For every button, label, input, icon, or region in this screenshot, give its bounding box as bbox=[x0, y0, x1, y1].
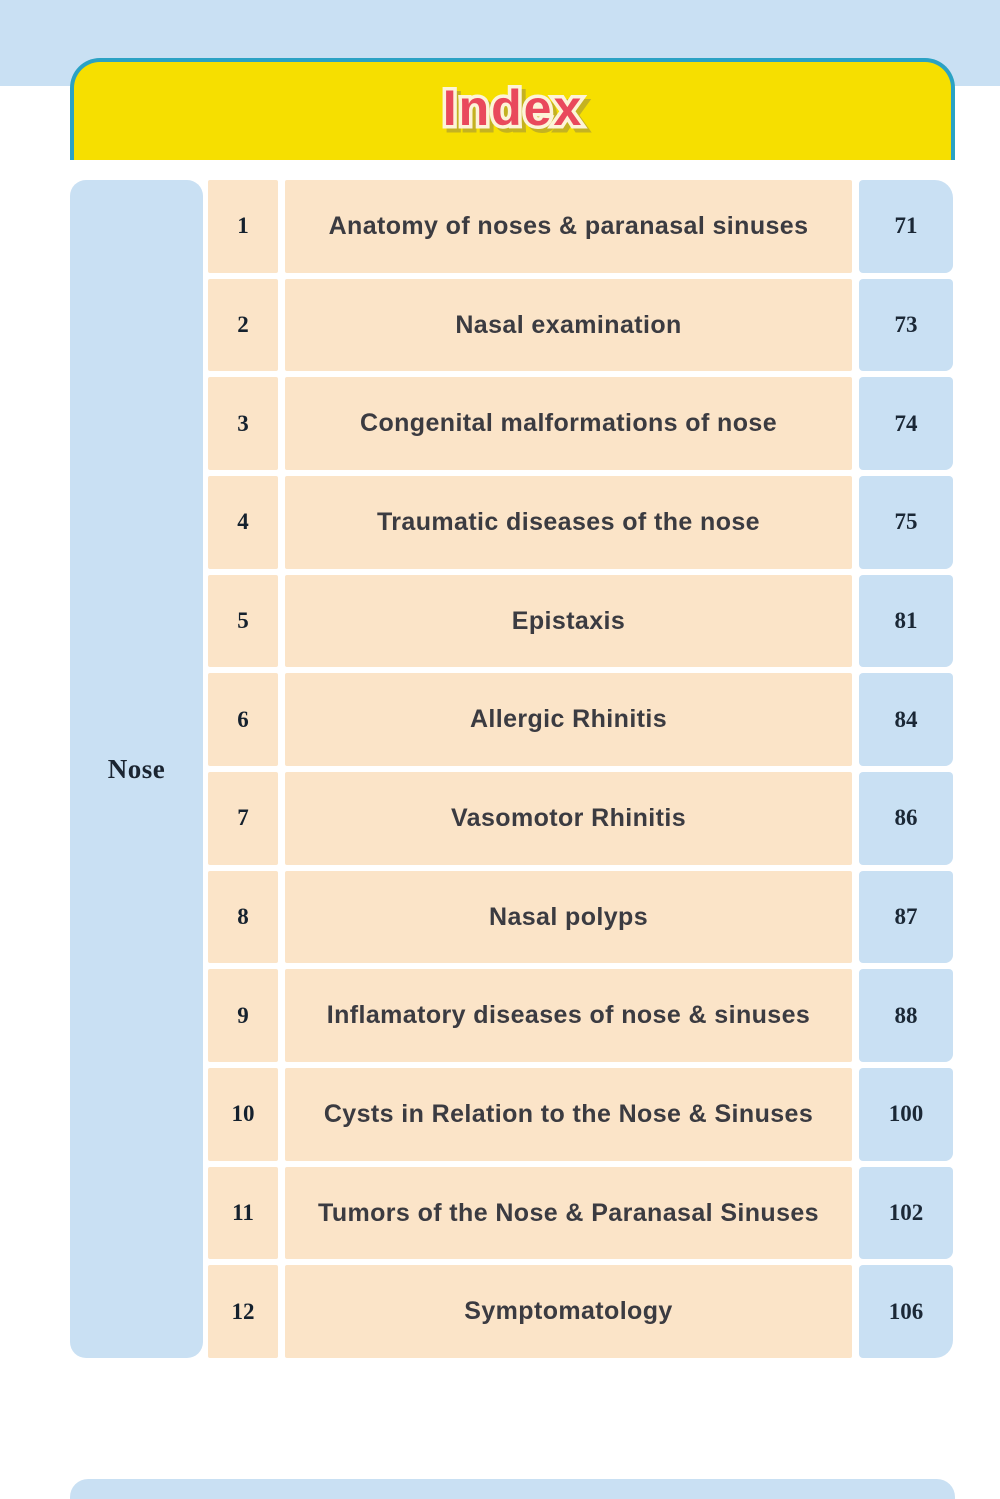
index-row: 12 Symptomatology 106 bbox=[208, 1265, 953, 1359]
row-page-cell: 84 bbox=[859, 673, 953, 767]
row-page-cell: 73 bbox=[859, 278, 953, 372]
row-page-cell: 71 bbox=[859, 180, 953, 273]
index-row: 2 Nasal examination 73 bbox=[208, 278, 953, 372]
row-number-cell: 8 bbox=[208, 870, 278, 964]
row-title-cell: Nasal polyps bbox=[285, 870, 852, 964]
row-title-cell: Allergic Rhinitis bbox=[285, 673, 852, 767]
row-title-cell: Symptomatology bbox=[285, 1265, 852, 1359]
index-row: 8 Nasal polyps 87 bbox=[208, 870, 953, 964]
index-row: 7 Vasomotor Rhinitis 86 bbox=[208, 772, 953, 865]
index-row: 10 Cysts in Relation to the Nose & Sinus… bbox=[208, 1068, 953, 1161]
row-title-cell: Vasomotor Rhinitis bbox=[285, 772, 852, 865]
row-number-cell: 9 bbox=[208, 969, 278, 1063]
index-row: 11 Tumors of the Nose & Paranasal Sinuse… bbox=[208, 1166, 953, 1260]
row-page-cell: 75 bbox=[859, 476, 953, 569]
row-page-cell: 106 bbox=[859, 1265, 953, 1359]
row-page-cell: 102 bbox=[859, 1166, 953, 1260]
row-title-cell: Traumatic diseases of the nose bbox=[285, 476, 852, 569]
row-number-cell: 3 bbox=[208, 377, 278, 471]
index-row: 6 Allergic Rhinitis 84 bbox=[208, 673, 953, 767]
row-page-cell: 86 bbox=[859, 772, 953, 865]
row-page-cell: 74 bbox=[859, 377, 953, 471]
row-page-cell: 88 bbox=[859, 969, 953, 1063]
row-number-cell: 4 bbox=[208, 476, 278, 569]
row-number-cell: 5 bbox=[208, 574, 278, 668]
row-page-cell: 87 bbox=[859, 870, 953, 964]
page-title-shadow: Index bbox=[446, 84, 587, 140]
index-rows: 1 Anatomy of noses & paranasal sinuses 7… bbox=[208, 180, 953, 1359]
row-number-cell: 7 bbox=[208, 772, 278, 865]
index-row: 9 Inflamatory diseases of nose & sinuses… bbox=[208, 969, 953, 1063]
row-number-cell: 12 bbox=[208, 1265, 278, 1359]
index-row: 5 Epistaxis 81 bbox=[208, 574, 953, 668]
row-number-cell: 2 bbox=[208, 278, 278, 372]
row-title-cell: Congenital malformations of nose bbox=[285, 377, 852, 471]
row-page-cell: 100 bbox=[859, 1068, 953, 1161]
row-number-cell: 10 bbox=[208, 1068, 278, 1161]
index-title-banner: Index Index bbox=[70, 58, 955, 160]
row-number-cell: 6 bbox=[208, 673, 278, 767]
index-row: 4 Traumatic diseases of the nose 75 bbox=[208, 476, 953, 569]
bottom-decorative-band bbox=[70, 1479, 955, 1499]
index-row: 1 Anatomy of noses & paranasal sinuses 7… bbox=[208, 180, 953, 273]
section-column-nose: Nose bbox=[70, 180, 203, 1358]
row-number-cell: 11 bbox=[208, 1166, 278, 1260]
row-title-cell: Epistaxis bbox=[285, 574, 852, 668]
row-title-cell: Cysts in Relation to the Nose & Sinuses bbox=[285, 1068, 852, 1161]
index-table: Nose 1 Anatomy of noses & paranasal sinu… bbox=[70, 180, 955, 1359]
row-title-cell: Anatomy of noses & paranasal sinuses bbox=[285, 180, 852, 273]
page-title: Index bbox=[442, 80, 583, 136]
index-row: 3 Congenital malformations of nose 74 bbox=[208, 377, 953, 471]
row-title-cell: Tumors of the Nose & Paranasal Sinuses bbox=[285, 1166, 852, 1260]
section-label: Nose bbox=[107, 753, 166, 784]
row-title-cell: Nasal examination bbox=[285, 278, 852, 372]
row-title-cell: Inflamatory diseases of nose & sinuses bbox=[285, 969, 852, 1063]
row-page-cell: 81 bbox=[859, 574, 953, 668]
row-number-cell: 1 bbox=[208, 180, 278, 273]
index-title-art: Index Index bbox=[439, 77, 589, 144]
